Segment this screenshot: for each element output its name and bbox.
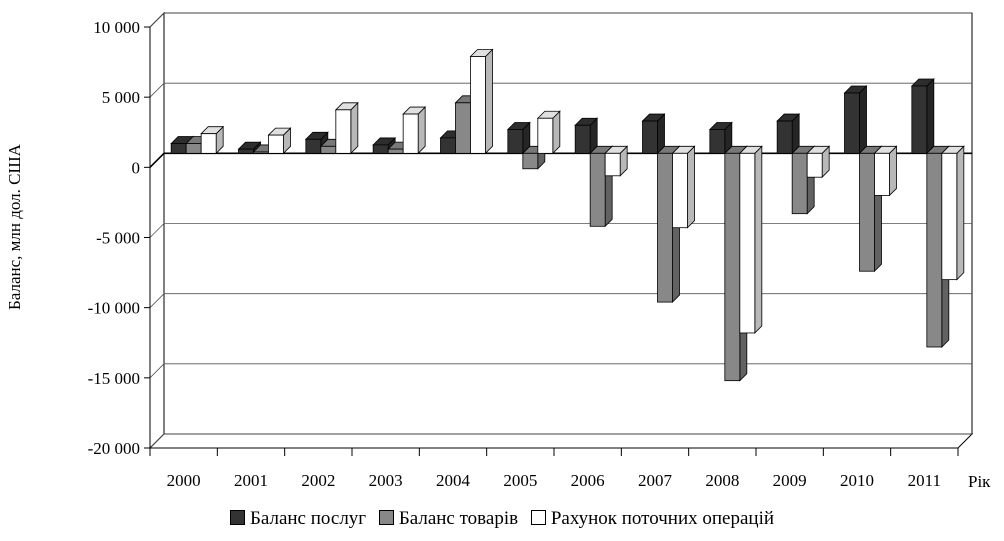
bar — [806, 145, 831, 179]
gridline — [149, 223, 972, 238]
bar — [873, 145, 898, 197]
x-tick-label: 2000 — [167, 471, 201, 490]
x-tick-label: 2006 — [571, 471, 605, 490]
y-tick-label: -10 000 — [88, 299, 140, 318]
gridline — [149, 293, 972, 308]
x-tick-label: 2007 — [638, 471, 673, 490]
y-tick-label: 10 000 — [93, 18, 140, 37]
bar — [738, 145, 763, 334]
y-tick-label: 5 000 — [102, 88, 140, 107]
gridline — [149, 82, 972, 98]
legend-item-current-account: Рахунок поточних операцій — [530, 508, 775, 530]
x-tick-label: 2008 — [705, 471, 739, 490]
bar — [604, 145, 629, 177]
plot-floor — [148, 433, 974, 449]
bar — [267, 127, 292, 155]
gridline — [149, 152, 972, 168]
legend-item-services: Баланс послуг — [229, 508, 367, 530]
y-axis-label: Баланс, млн дол. США — [5, 143, 24, 310]
x-axis-label: Рік — [968, 472, 991, 491]
legend-item-goods: Баланс товарів — [378, 508, 519, 530]
y-tick-label: -20 000 — [88, 439, 140, 458]
x-tick-label: 2003 — [369, 471, 403, 490]
x-tick-label: 2002 — [301, 471, 335, 490]
y-axis-ticks: 10 000 5 000 0 -5 000 -10 000 -15 000 -20 000 — [88, 18, 151, 458]
x-tick-label: 2010 — [840, 471, 874, 490]
x-tick-label: 2011 — [908, 471, 941, 490]
bar — [506, 121, 531, 155]
x-axis-ticks: 2000 2001 2002 2003 2004 2005 2006 2007 2008 2009… — [149, 447, 959, 490]
x-tick-label: 2001 — [234, 471, 268, 490]
bar — [776, 113, 801, 155]
bar — [671, 145, 696, 229]
x-tick-label: 2009 — [773, 471, 807, 490]
gridlines — [149, 12, 972, 449]
y-tick-label: -15 000 — [88, 369, 140, 388]
legend-swatch-services — [229, 510, 245, 525]
bar — [469, 48, 494, 155]
legend-label-current-account: Рахунок поточних операцій — [550, 508, 775, 529]
plot-background — [148, 11, 974, 450]
bar — [641, 113, 666, 155]
legend: Баланс послуг Баланс товарів Рахунок пот… — [0, 508, 1004, 530]
bar — [708, 121, 733, 155]
bar — [910, 78, 935, 155]
legend-label-services: Баланс послуг — [249, 508, 367, 529]
legend-swatch-current-account — [530, 510, 546, 525]
bar — [843, 85, 868, 155]
bar — [574, 117, 599, 155]
y-tick-label: 0 — [132, 158, 141, 177]
bar — [402, 106, 427, 155]
bars — [170, 48, 965, 382]
x-tick-label: 2005 — [503, 471, 537, 490]
gridline — [149, 433, 972, 449]
y-tick-label: -5 000 — [96, 229, 140, 248]
gridline — [149, 363, 972, 379]
gridline — [149, 12, 972, 28]
legend-label-goods: Баланс товарів — [398, 508, 519, 529]
x-tick-label: 2004 — [436, 471, 471, 490]
bar — [200, 125, 225, 155]
bar — [940, 145, 965, 281]
bar — [536, 110, 561, 155]
bar — [334, 101, 359, 155]
legend-swatch-goods — [378, 510, 394, 525]
